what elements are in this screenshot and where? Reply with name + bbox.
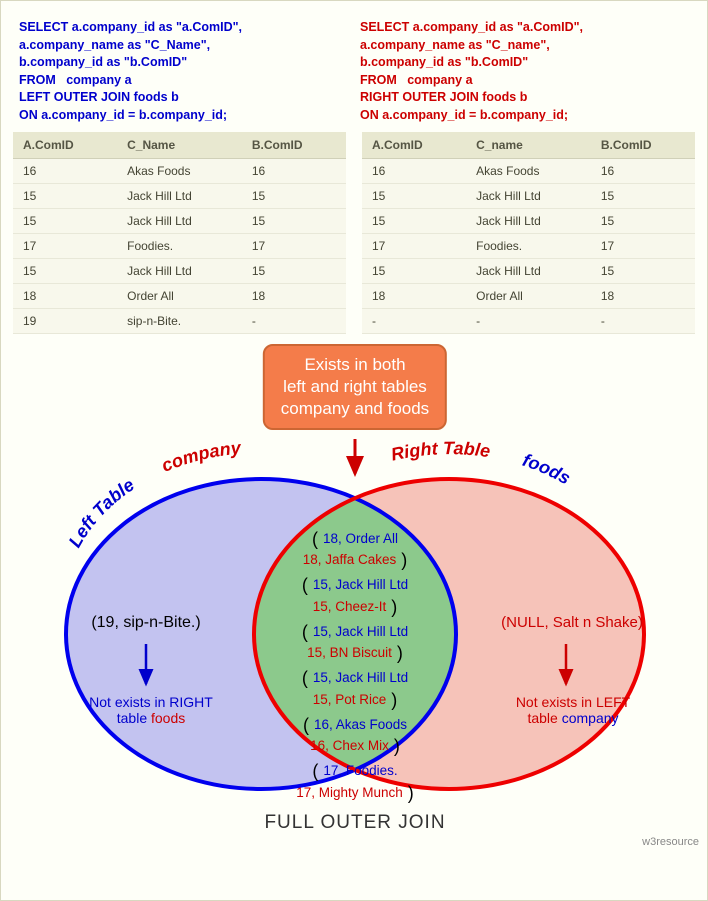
intersection-pair: ( 15, Jack Hill Ltd15, BN Biscuit ) <box>296 622 414 664</box>
cell: 15 <box>13 184 117 209</box>
intersection-pair: ( 16, Akas Foods16, Chex Mix ) <box>296 715 414 757</box>
cell: Jack Hill Ltd <box>466 184 591 209</box>
venn-diagram: Left Table company Right Table foods Exi… <box>1 334 708 854</box>
text: company <box>562 710 619 726</box>
intersection-pair: ( 18, Order All18, Jaffa Cakes ) <box>296 529 414 571</box>
cell: 16 <box>242 159 346 184</box>
cell: Order All <box>466 284 591 309</box>
not-exists-left: Not exists in RIGHT table foods <box>81 694 221 726</box>
cell: 15 <box>13 209 117 234</box>
cell: Jack Hill Ltd <box>117 209 242 234</box>
cell: 15 <box>242 259 346 284</box>
cell: 18 <box>362 284 466 309</box>
not-exists-right: Not exists in LEFT table company <box>503 694 643 726</box>
cell: - <box>466 309 591 334</box>
left-only-value: (19, sip-n-Bite.) <box>81 614 211 632</box>
cell: Jack Hill Ltd <box>117 259 242 284</box>
sql-left-query: SELECT a.company_id as "a.ComID", a.comp… <box>13 19 354 124</box>
callout-line: Exists in both <box>281 354 429 376</box>
right-result-table: A.ComID C_name B.ComID 16Akas Foods1615J… <box>362 132 695 334</box>
text: foods <box>151 710 185 726</box>
cell: 15 <box>13 259 117 284</box>
cell: 18 <box>13 284 117 309</box>
callout-line: company and foods <box>281 398 429 420</box>
cell: 15 <box>591 259 695 284</box>
table-header-row: A.ComID C_name B.ComID <box>362 132 695 159</box>
table-row: 19sip-n-Bite.- <box>13 309 346 334</box>
cell: Jack Hill Ltd <box>466 209 591 234</box>
table-row: 15Jack Hill Ltd15 <box>362 184 695 209</box>
cell: Jack Hill Ltd <box>466 259 591 284</box>
col-header: B.ComID <box>591 132 695 159</box>
text: table <box>527 710 557 726</box>
cell: - <box>242 309 346 334</box>
intersection-pair: ( 17, Foodies.17, Mighty Munch ) <box>296 761 414 803</box>
intersection-pair: ( 15, Jack Hill Ltd15, Pot Rice ) <box>296 668 414 710</box>
col-header: C_Name <box>117 132 242 159</box>
text: table <box>117 710 147 726</box>
col-header: C_name <box>466 132 591 159</box>
cell: 17 <box>362 234 466 259</box>
cell: 18 <box>591 284 695 309</box>
intersection-list: ( 18, Order All18, Jaffa Cakes )( 15, Ja… <box>296 529 414 808</box>
cell: Akas Foods <box>466 159 591 184</box>
cell: 15 <box>362 259 466 284</box>
cell: 15 <box>591 209 695 234</box>
cell: Jack Hill Ltd <box>117 184 242 209</box>
col-header: A.ComID <box>362 132 466 159</box>
cell: 16 <box>362 159 466 184</box>
attribution: w3resource <box>642 836 699 848</box>
cell: - <box>591 309 695 334</box>
cell: 18 <box>242 284 346 309</box>
cell: 15 <box>362 184 466 209</box>
cell: 19 <box>13 309 117 334</box>
cell: 15 <box>591 184 695 209</box>
table-row: 17Foodies.17 <box>362 234 695 259</box>
diagram-title: FULL OUTER JOIN <box>264 812 445 834</box>
sql-section: SELECT a.company_id as "a.ComID", a.comp… <box>1 1 707 124</box>
table-row: 17Foodies.17 <box>13 234 346 259</box>
table-row: 18Order All18 <box>13 284 346 309</box>
table-row: 16Akas Foods16 <box>362 159 695 184</box>
table-row: --- <box>362 309 695 334</box>
cell: 17 <box>242 234 346 259</box>
right-only-value: (NULL, Salt n Shake) <box>497 614 647 631</box>
table-row: 15Jack Hill Ltd15 <box>13 209 346 234</box>
cell: Order All <box>117 284 242 309</box>
cell: 17 <box>13 234 117 259</box>
table-row: 15Jack Hill Ltd15 <box>362 259 695 284</box>
tables-row: A.ComID C_Name B.ComID 16Akas Foods1615J… <box>1 124 707 334</box>
callout-line: left and right tables <box>281 376 429 398</box>
main-container: SELECT a.company_id as "a.ComID", a.comp… <box>0 0 708 901</box>
cell: Foodies. <box>117 234 242 259</box>
table-row: 15Jack Hill Ltd15 <box>362 209 695 234</box>
cell: - <box>362 309 466 334</box>
table-row: 15Jack Hill Ltd15 <box>13 184 346 209</box>
table-row: 16Akas Foods16 <box>13 159 346 184</box>
col-header: B.ComID <box>242 132 346 159</box>
cell: Foodies. <box>466 234 591 259</box>
cell: 15 <box>362 209 466 234</box>
left-result-table: A.ComID C_Name B.ComID 16Akas Foods1615J… <box>13 132 346 334</box>
table-header-row: A.ComID C_Name B.ComID <box>13 132 346 159</box>
cell: 15 <box>242 184 346 209</box>
col-header: A.ComID <box>13 132 117 159</box>
cell: 16 <box>13 159 117 184</box>
cell: 15 <box>242 209 346 234</box>
callout-box: Exists in both left and right tables com… <box>263 344 447 430</box>
cell: 17 <box>591 234 695 259</box>
text: Not exists in LEFT <box>516 694 630 710</box>
cell: Akas Foods <box>117 159 242 184</box>
cell: sip-n-Bite. <box>117 309 242 334</box>
table-row: 15Jack Hill Ltd15 <box>13 259 346 284</box>
cell: 16 <box>591 159 695 184</box>
sql-right-query: SELECT a.company_id as "a.ComID", a.comp… <box>354 19 695 124</box>
text: Not exists in RIGHT <box>89 694 213 710</box>
intersection-pair: ( 15, Jack Hill Ltd15, Cheez-It ) <box>296 575 414 617</box>
table-row: 18Order All18 <box>362 284 695 309</box>
